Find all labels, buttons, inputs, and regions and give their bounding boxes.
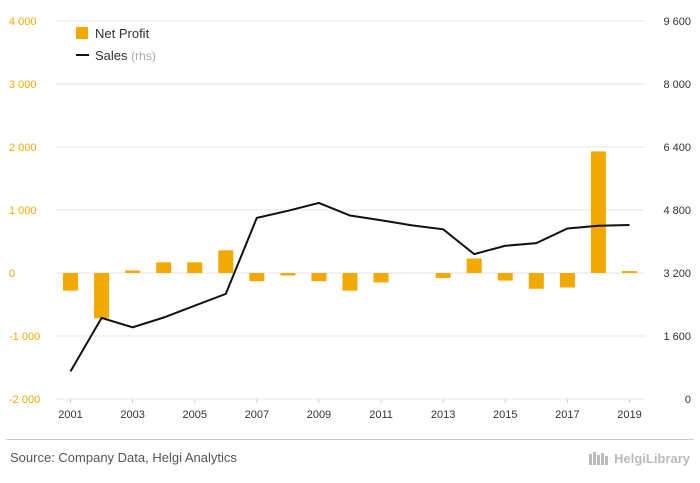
right-axis-ticks: 0 1 600 3 200 4 800 6 400 8 000 9 600 xyxy=(663,16,691,406)
x-tick-label: 2001 xyxy=(58,409,82,421)
right-tick-label: 0 xyxy=(685,394,691,406)
right-tick-label: 4 800 xyxy=(663,205,691,217)
left-tick-label: -2 000 xyxy=(9,394,40,406)
net-profit-bar-2003 xyxy=(125,270,141,273)
x-tick-label: 2003 xyxy=(120,409,144,421)
net-profit-bar-2001 xyxy=(63,273,79,291)
legend-net-profit-label: Net Profit xyxy=(95,26,150,41)
net-profit-bar-2009 xyxy=(311,273,327,282)
net-profit-bar-2017 xyxy=(559,273,575,288)
net-profit-bar-2013 xyxy=(435,273,451,279)
net-profit-bar-2011 xyxy=(373,273,389,283)
x-tick-label: 2019 xyxy=(617,409,641,421)
left-tick-label: -1 000 xyxy=(9,331,40,343)
x-tick-label: 2007 xyxy=(245,409,269,421)
legend: Net Profit Sales (rhs) xyxy=(76,26,156,63)
net-profit-bar-2008 xyxy=(280,273,296,276)
net-profit-bar-2006 xyxy=(218,250,234,273)
chart: -2 000 -1 000 0 1 000 2 000 3 000 4 000 0 1 600… xyxy=(9,16,691,421)
x-tick-label: 2013 xyxy=(431,409,455,421)
footer-divider xyxy=(6,439,694,440)
left-tick-label: 2 000 xyxy=(9,142,37,154)
net-profit-bar-2018 xyxy=(590,151,606,273)
source-note: Source: Company Data, Helgi Analytics xyxy=(10,450,237,465)
right-tick-label: 3 200 xyxy=(663,268,691,280)
net-profit-bar-2016 xyxy=(528,273,544,289)
right-tick-label: 8 000 xyxy=(663,79,691,91)
right-tick-label: 1 600 xyxy=(663,331,691,343)
x-tick-label: 2011 xyxy=(369,409,393,421)
net-profit-bar-2004 xyxy=(156,262,172,273)
left-tick-label: 1 000 xyxy=(9,205,37,217)
left-tick-label: 3 000 xyxy=(9,79,37,91)
legend-net-profit-swatch xyxy=(76,27,88,39)
right-tick-label: 9 600 xyxy=(663,16,691,28)
net-profit-bar-2002 xyxy=(94,273,110,319)
x-tick-label: 2017 xyxy=(555,409,579,421)
net-profit-bar-2005 xyxy=(187,262,203,273)
sales-line xyxy=(69,201,630,372)
helgi-library-logo: HelgiLibrary xyxy=(588,450,690,466)
net-profit-bar-2015 xyxy=(497,273,513,281)
x-tick-label: 2009 xyxy=(307,409,331,421)
right-tick-label: 6 400 xyxy=(663,142,691,154)
net-profit-bar-2007 xyxy=(249,273,265,282)
x-tick-label: 2005 xyxy=(182,409,206,421)
net-profit-bar-2014 xyxy=(466,258,482,273)
x-tick-label: 2015 xyxy=(493,409,517,421)
logo-text: HelgiLibrary xyxy=(614,450,690,466)
x-axis-ticks: 2001 2003 2005 2007 2009 2011 2013 2015 2017 2019 xyxy=(58,399,642,421)
left-axis-ticks: -2 000 -1 000 0 1 000 2 000 3 000 4 000 xyxy=(9,16,40,406)
library-books-icon xyxy=(589,452,609,465)
left-tick-label: 0 xyxy=(9,268,15,280)
legend-sales-label: Sales (rhs) xyxy=(95,48,156,63)
gridlines xyxy=(55,20,645,400)
left-tick-label: 4 000 xyxy=(9,16,37,28)
net-profit-bar-2010 xyxy=(342,273,358,291)
net-profit-bars xyxy=(63,151,637,319)
net-profit-bar-2019 xyxy=(621,271,637,273)
